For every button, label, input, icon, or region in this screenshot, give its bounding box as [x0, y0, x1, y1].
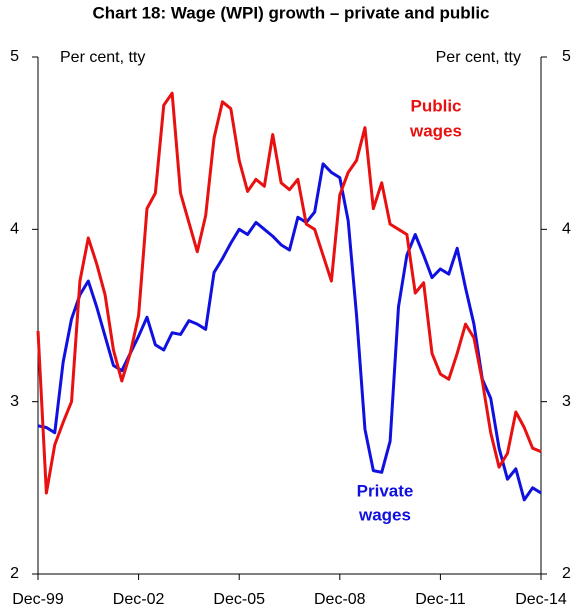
y2-tick-label: 2 [562, 565, 571, 582]
y-tick-label: 3 [10, 393, 19, 410]
series-line [37, 162, 542, 502]
y2-tick-label: 3 [562, 393, 571, 410]
series-label: Public [410, 96, 461, 115]
y2-tick-label: 4 [562, 221, 571, 238]
x-tick-label: Dec-99 [12, 591, 64, 608]
x-tick-label: Dec-11 [415, 591, 465, 608]
series-line [36, 91, 542, 495]
y-axis-label: Per cent, tty [60, 49, 145, 66]
y2-axis-label: Per cent, tty [436, 49, 521, 66]
series-label: Private [357, 481, 414, 500]
y-tick-label: 5 [10, 48, 19, 65]
y-tick-label: 2 [10, 565, 19, 582]
y-tick-label: 4 [10, 221, 19, 238]
x-tick-label: Dec-02 [113, 591, 165, 608]
chart-title: Chart 18: Wage (WPI) growth – private an… [92, 3, 489, 22]
x-tick-label: Dec-14 [515, 591, 567, 608]
x-tick-label: Dec-08 [314, 591, 366, 608]
x-tick-label: Dec-05 [213, 591, 265, 608]
series-label: wages [358, 505, 411, 524]
series-label: wages [409, 121, 462, 140]
y2-tick-label: 5 [562, 48, 571, 65]
